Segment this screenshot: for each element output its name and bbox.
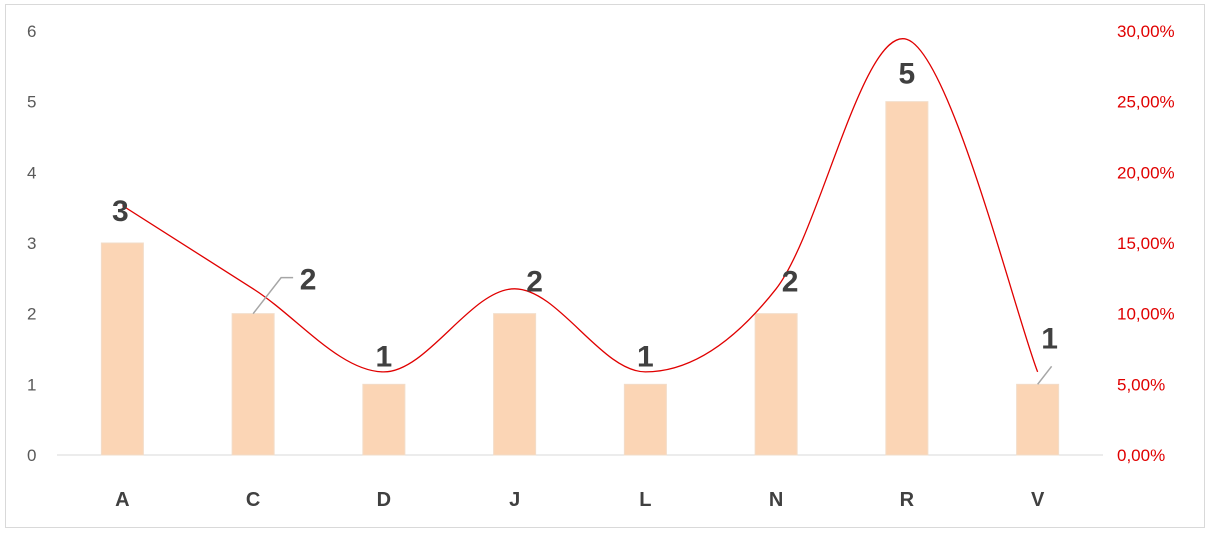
y2-tick-label: 10,00%	[1117, 305, 1175, 324]
y-tick-label: 3	[27, 234, 36, 253]
x-tick-label: N	[769, 489, 783, 511]
y2-tick-label: 0,00%	[1117, 446, 1165, 465]
bar	[754, 313, 798, 456]
data-label: 2	[782, 266, 799, 299]
bar	[885, 101, 929, 456]
bar	[231, 313, 275, 456]
chart-frame	[5, 4, 1205, 528]
data-label: 1	[1041, 322, 1058, 355]
bar	[623, 383, 667, 456]
y-tick-label: 2	[27, 305, 36, 324]
y-tick-label: 1	[27, 375, 36, 394]
x-tick-label: C	[246, 489, 260, 511]
x-tick-label: L	[639, 489, 651, 511]
leader-line	[252, 276, 294, 315]
data-labels: 3 2 1 2 1 2 5 1	[112, 58, 1058, 374]
x-tick-label: R	[900, 489, 915, 511]
bar	[362, 383, 406, 456]
y2-tick-label: 15,00%	[1117, 234, 1175, 253]
data-label: 5	[899, 58, 916, 91]
bar	[1016, 383, 1060, 456]
y-tick-label: 6	[27, 22, 36, 41]
data-label: 1	[637, 340, 654, 373]
data-label: 1	[376, 340, 393, 373]
x-tick-label: V	[1031, 489, 1045, 511]
label-leader-lines	[252, 276, 1053, 385]
y-tick-label: 0	[27, 446, 36, 465]
bar	[100, 242, 144, 456]
y-axis-left: 0 1 2 3 4 5 6	[27, 22, 36, 465]
x-tick-label: J	[509, 489, 520, 511]
data-label: 3	[112, 195, 129, 228]
y2-tick-label: 25,00%	[1117, 93, 1175, 112]
y-tick-label: 5	[27, 93, 36, 112]
x-tick-label: A	[115, 489, 129, 511]
data-label: 2	[526, 266, 543, 299]
y2-tick-label: 5,00%	[1117, 375, 1165, 394]
percentage-line	[122, 38, 1039, 373]
leader-line	[1037, 365, 1053, 385]
y2-tick-label: 30,00%	[1117, 22, 1175, 41]
x-tick-label: D	[377, 489, 391, 511]
y-tick-label: 4	[27, 163, 36, 182]
bar	[493, 313, 537, 456]
y-axis-right: 0,00% 5,00% 10,00% 15,00% 20,00% 25,00% 30,00%	[1117, 22, 1175, 465]
y2-tick-label: 20,00%	[1117, 163, 1175, 182]
bar-series	[100, 101, 1060, 456]
data-label: 2	[300, 264, 317, 297]
